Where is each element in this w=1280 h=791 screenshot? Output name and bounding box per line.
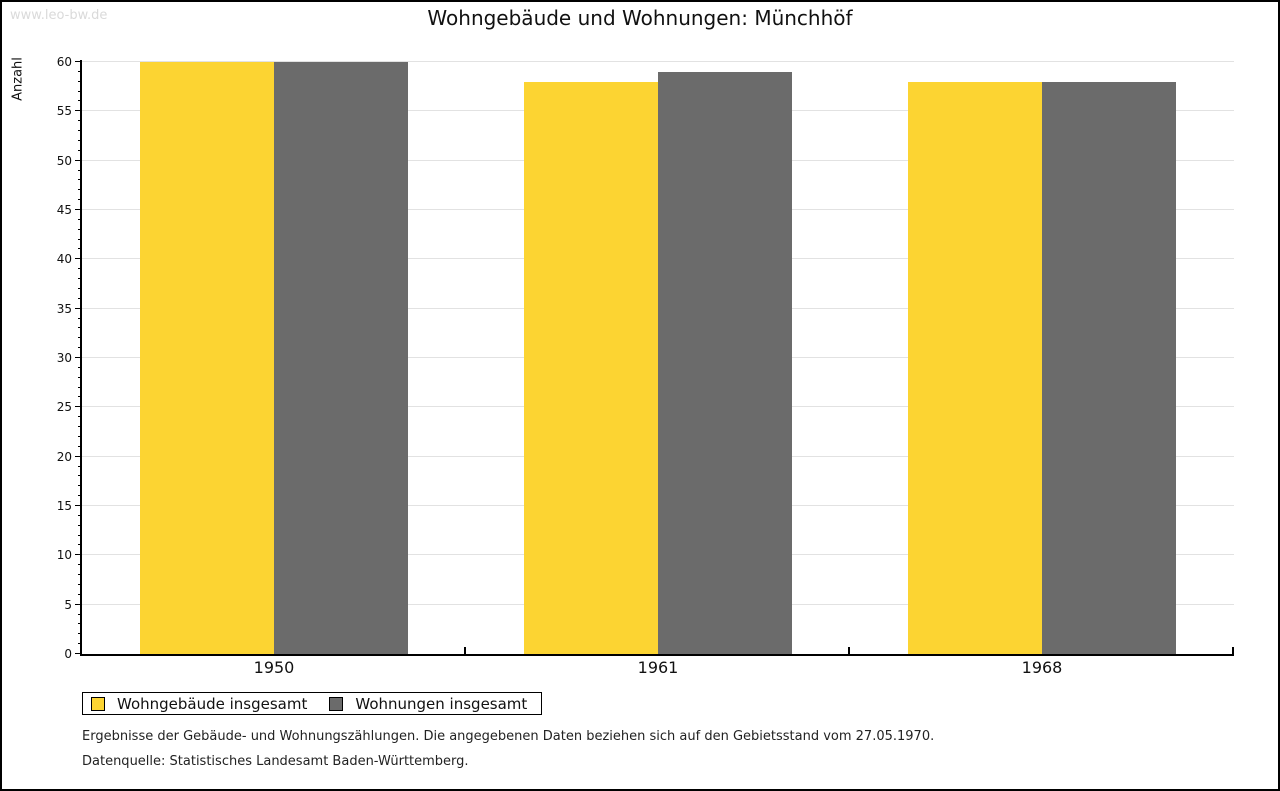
y-tick-label-55: 55 [56,104,72,119]
y-axis-major-tick-15 [75,505,82,506]
y-tick-label-0: 0 [64,647,72,661]
x-axis-line [80,654,1234,656]
x-axis-tick-2 [848,647,850,654]
legend-swatch-icon [329,696,344,711]
x-axis-tick-3 [1232,647,1234,654]
x-tick-label-1961: 1961 [637,658,679,677]
gridline-y-60 [82,61,1234,62]
y-axis-major-tick-30 [75,357,82,358]
y-tick-label-40: 40 [56,252,72,267]
y-tick-label-10: 10 [56,548,72,563]
x-axis-tick-1 [464,647,466,654]
watermark: www.leo-bw.de [10,8,108,23]
y-tick-label-60: 60 [56,55,72,69]
bar-1961-series1 [524,81,658,654]
y-axis-major-tick-45 [75,209,82,210]
legend-label: Wohngebäude insgesamt [117,694,308,713]
y-axis-major-tick-60 [75,61,82,62]
y-axis-major-tick-50 [75,160,82,161]
y-axis-major-tick-55 [75,110,82,111]
y-axis-major-tick-35 [75,308,82,309]
y-axis-major-tick-20 [75,456,82,457]
y-tick-label-15: 15 [56,499,72,513]
y-axis-title: Anzahl [10,57,26,101]
y-tick-label-45: 45 [56,203,72,217]
y-tick-label-50: 50 [56,153,72,168]
y-axis-major-tick-25 [75,406,82,407]
y-axis-major-tick-0 [75,653,82,654]
x-tick-label-1950: 1950 [253,658,295,677]
bar-1968-series2 [1042,81,1176,654]
y-tick-label-25: 25 [56,400,72,415]
y-tick-label-20: 20 [56,449,72,464]
legend: Wohngebäude insgesamt Wohnungen insgesamt [82,692,543,715]
legend-entry-1: Wohngebäude insgesamt [91,695,307,713]
y-tick-label-30: 30 [56,351,72,365]
y-axis-major-tick-5 [75,604,82,605]
y-axis-line [80,60,82,656]
bar-1968-series1 [908,81,1042,654]
x-tick-label-1968: 1968 [1021,658,1063,677]
bar-1961-series2 [658,71,792,654]
bar-1950-series2 [274,62,408,654]
legend-entry-2: Wohnungen insgesamt [329,695,527,713]
y-tick-label-35: 35 [56,301,72,316]
legend-label: Wohnungen insgesamt [355,694,528,713]
legend-swatch-icon [91,696,105,711]
y-axis-major-tick-10 [75,554,82,555]
bar-1950-series1 [140,62,274,654]
footnote-line1: Ergebnisse der Gebäude- und Wohnungszähl… [82,729,935,744]
y-tick-label-5: 5 [64,597,72,612]
footnote-line2: Datenquelle: Statistisches Landesamt Bad… [82,754,469,769]
chart-title: Wohngebäude und Wohnungen: Münchhöf [427,6,853,30]
y-axis-major-tick-40 [75,258,82,259]
